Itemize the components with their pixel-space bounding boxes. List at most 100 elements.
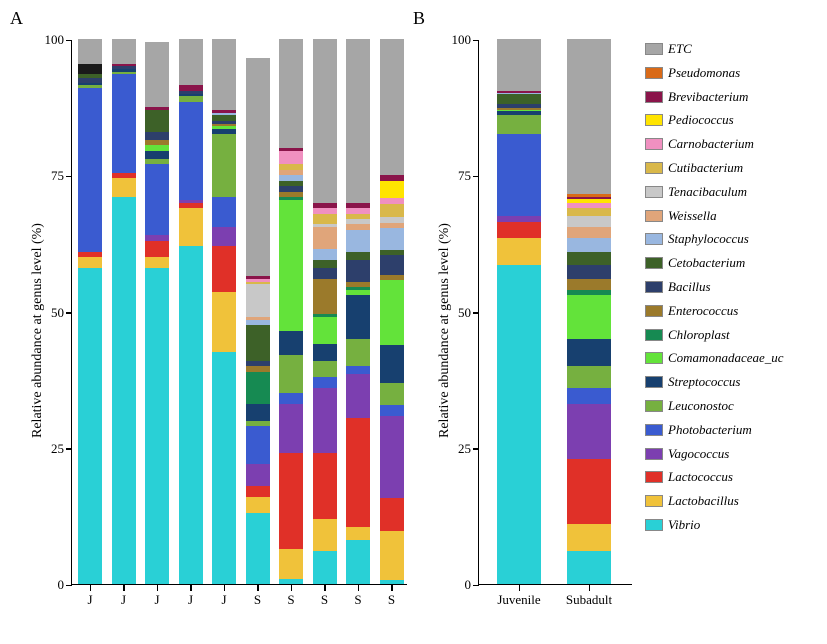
legend-text: Cetobacterium [668, 255, 745, 271]
legend-text: Carnobacterium [668, 136, 754, 152]
chart-B: 0255075100JuvenileSubadult [478, 40, 632, 585]
x-tick [157, 585, 159, 591]
legend-item: Cetobacterium [645, 254, 784, 272]
y-tick [66, 448, 72, 450]
bar-segment [246, 404, 270, 420]
legend-swatch [645, 400, 663, 412]
bar-segment [179, 208, 203, 246]
bar-segment [567, 339, 611, 366]
legend-item: Enterococcus [645, 302, 784, 320]
legend-text: Lactobacillus [668, 493, 739, 509]
bar-segment [279, 355, 303, 393]
bar-segment [145, 110, 169, 132]
legend-text: Pseudomonas [668, 65, 740, 81]
bar-segment [313, 260, 337, 268]
bar-segment [246, 513, 270, 584]
bar-segment [112, 197, 136, 584]
chart-A-ylabel: Relative abundance at genus level (%) [30, 178, 46, 438]
legend-swatch [645, 329, 663, 341]
bar-segment [313, 344, 337, 360]
x-tick [519, 585, 521, 591]
bar-segment [246, 486, 270, 497]
bar-segment [313, 317, 337, 344]
bar-segment [246, 284, 270, 317]
legend-item: Cutibacterium [645, 159, 784, 177]
legend-item: Vibrio [645, 516, 784, 534]
y-tick [473, 40, 479, 42]
bar-segment [212, 227, 236, 246]
bar-segment [346, 339, 370, 366]
bar-segment [380, 255, 404, 274]
legend-item: Tenacibaculum [645, 183, 784, 201]
bar-segment [380, 280, 404, 345]
bar-segment [497, 115, 541, 134]
bar-segment [246, 58, 270, 276]
legend-item: Leuconostoc [645, 397, 784, 415]
bar-segment [380, 228, 404, 250]
bar-segment [567, 216, 611, 227]
bar [279, 39, 303, 584]
legend-text: Vagococcus [668, 446, 729, 462]
y-tick-label: 0 [34, 577, 64, 593]
panel-A-label: A [10, 8, 23, 29]
bar-segment [145, 257, 169, 268]
bar-segment [112, 178, 136, 197]
y-tick-label: 25 [34, 441, 64, 457]
legend-item: Bacillus [645, 278, 784, 296]
bar-segment [279, 39, 303, 148]
bar-segment [313, 377, 337, 388]
x-tick [391, 585, 393, 591]
bar-segment [497, 94, 541, 105]
bar [567, 39, 611, 584]
legend-item: Vagococcus [645, 445, 784, 463]
legend-text: Comamonadaceae_uc [668, 350, 784, 366]
legend-item: Photobacterium [645, 421, 784, 439]
legend-swatch [645, 186, 663, 198]
bar-segment [567, 238, 611, 252]
bar-segment [567, 208, 611, 216]
y-tick [66, 585, 72, 587]
bar [497, 39, 541, 584]
bar-segment [380, 498, 404, 531]
legend-swatch [645, 376, 663, 388]
bar-segment [279, 151, 303, 165]
legend-item: Streptococcus [645, 373, 784, 391]
bar-segment [380, 405, 404, 416]
legend-swatch [645, 495, 663, 507]
legend-swatch [645, 67, 663, 79]
bar-segment [246, 325, 270, 360]
y-tick [66, 312, 72, 314]
legend-swatch [645, 471, 663, 483]
bar-segment [145, 42, 169, 107]
bar-segment [346, 418, 370, 527]
legend-swatch [645, 210, 663, 222]
y-tick-label: 25 [441, 441, 471, 457]
bar [346, 39, 370, 584]
legend-swatch [645, 424, 663, 436]
x-tick [257, 585, 259, 591]
legend-item: ETC [645, 40, 784, 58]
legend-text: Lactococcus [668, 469, 733, 485]
bar-segment [212, 292, 236, 352]
bar-segment [246, 464, 270, 486]
bar-segment [346, 374, 370, 418]
bar-segment [313, 268, 337, 279]
bar-segment [313, 361, 337, 377]
bar-segment [78, 64, 102, 75]
legend-text: Tenacibaculum [668, 184, 747, 200]
bar [246, 39, 270, 584]
legend-item: Pediococcus [645, 111, 784, 129]
y-tick [66, 40, 72, 42]
bar [212, 39, 236, 584]
legend-text: Chloroplast [668, 327, 730, 343]
bar-segment [279, 453, 303, 548]
legend-text: Enterococcus [668, 303, 738, 319]
legend-swatch [645, 352, 663, 364]
legend-swatch [645, 281, 663, 293]
y-tick [473, 448, 479, 450]
bar-segment [497, 265, 541, 584]
bar-segment [567, 252, 611, 266]
bar-segment [112, 39, 136, 64]
legend-text: Staphylococcus [668, 231, 749, 247]
legend-item: Staphylococcus [645, 230, 784, 248]
